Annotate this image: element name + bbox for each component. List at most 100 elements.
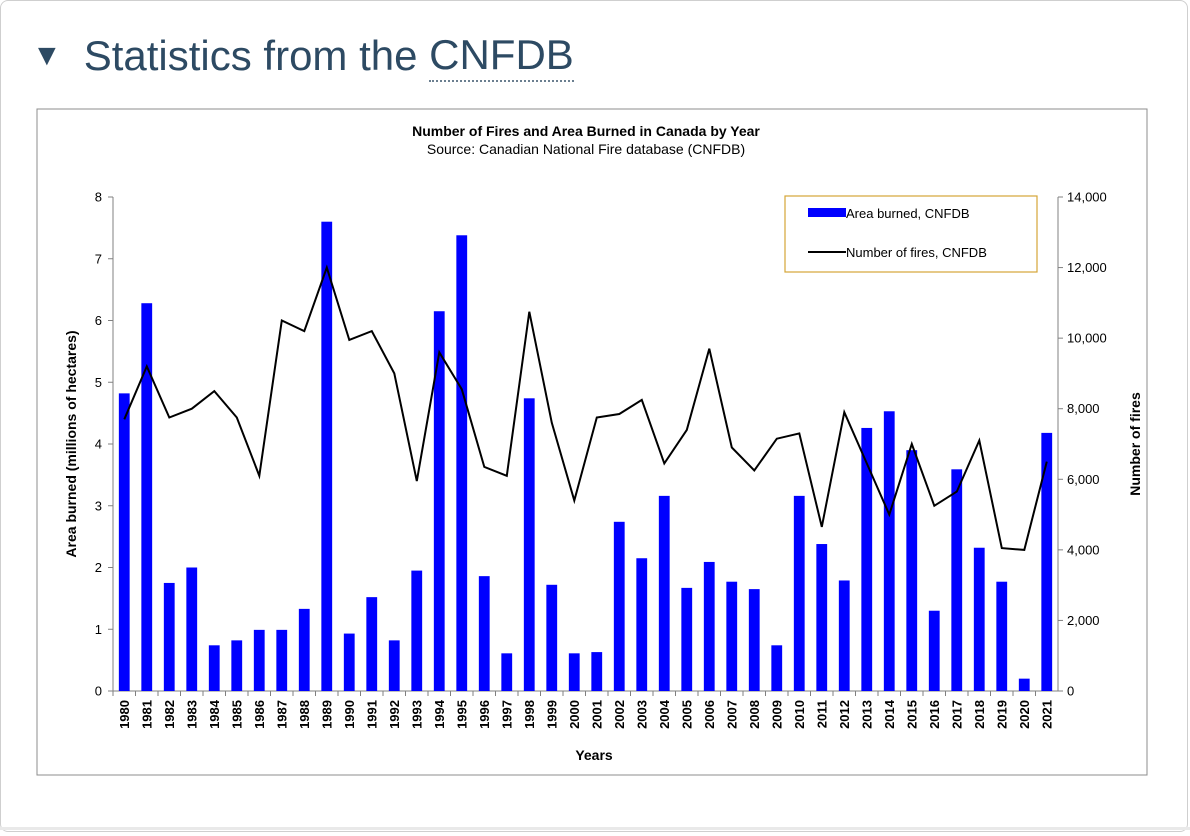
bar bbox=[186, 567, 198, 691]
bar bbox=[343, 633, 355, 691]
bar bbox=[703, 561, 715, 691]
x-tick-label: 2007 bbox=[724, 700, 739, 729]
x-tick-label: 2003 bbox=[634, 700, 649, 729]
x-tick-label: 2001 bbox=[589, 700, 604, 729]
x-tick-label: 1998 bbox=[522, 700, 537, 729]
x-tick-label: 2021 bbox=[1039, 700, 1054, 729]
x-tick-label: 1991 bbox=[364, 700, 379, 729]
bar bbox=[568, 653, 580, 691]
section-header[interactable]: ▼ Statistics from the CNFDB bbox=[32, 26, 574, 86]
x-tick-label: 1989 bbox=[319, 700, 334, 729]
bar bbox=[883, 411, 895, 691]
x-tick-label: 2011 bbox=[814, 700, 829, 728]
y-tick-label-left: 2 bbox=[95, 560, 102, 575]
x-tick-label: 1983 bbox=[184, 700, 199, 729]
y-tick-label-left: 5 bbox=[95, 375, 102, 390]
y-tick-label-left: 8 bbox=[95, 190, 102, 205]
x-tick-label: 2013 bbox=[859, 700, 874, 729]
bar bbox=[861, 427, 873, 691]
bar bbox=[1041, 432, 1053, 691]
x-tick-label: 2016 bbox=[927, 700, 942, 729]
fires-line bbox=[123, 264, 1048, 551]
x-tick-label: 1996 bbox=[477, 700, 492, 729]
x-tick-label: 2000 bbox=[567, 700, 582, 729]
x-tick-label: 2019 bbox=[994, 700, 1009, 729]
y-tick-label-left: 6 bbox=[95, 313, 102, 328]
x-tick-label: 1990 bbox=[342, 700, 357, 729]
bar bbox=[208, 645, 220, 691]
bar bbox=[951, 469, 963, 691]
y-tick-label-right: 14,000 bbox=[1067, 190, 1107, 205]
x-tick-label: 1999 bbox=[544, 700, 559, 729]
triangle-down-icon[interactable]: ▼ bbox=[32, 39, 62, 72]
y-axis-label-left: Area burned (millions of hectares) bbox=[63, 330, 79, 557]
bar bbox=[231, 640, 243, 691]
bar bbox=[658, 495, 670, 691]
y-axis-label-right: Number of fires bbox=[1127, 392, 1143, 496]
bar bbox=[501, 653, 513, 691]
chart-subtitle: Source: Canadian National Fire database … bbox=[427, 141, 745, 157]
y-tick-label-left: 0 bbox=[95, 684, 102, 699]
x-tick-label: 2018 bbox=[972, 700, 987, 729]
x-tick-label: 2017 bbox=[949, 700, 964, 729]
bar bbox=[838, 580, 850, 691]
bar bbox=[298, 608, 310, 691]
x-tick-label: 1988 bbox=[297, 700, 312, 729]
bar bbox=[163, 582, 175, 691]
x-tick-label: 1992 bbox=[387, 700, 402, 729]
x-tick-label: 2004 bbox=[657, 699, 672, 729]
bar bbox=[1018, 678, 1030, 691]
bar bbox=[636, 558, 648, 691]
x-tick-label: 2020 bbox=[1017, 700, 1032, 729]
bar bbox=[456, 235, 468, 691]
bar bbox=[388, 640, 400, 691]
y-tick-label-right: 4,000 bbox=[1067, 542, 1100, 557]
y-tick-label-left: 4 bbox=[95, 437, 102, 452]
x-tick-label: 2015 bbox=[904, 700, 919, 729]
bar bbox=[816, 544, 828, 691]
bar bbox=[523, 398, 535, 691]
x-tick-label: 1997 bbox=[499, 700, 514, 729]
x-tick-label: 2006 bbox=[702, 700, 717, 729]
bar bbox=[928, 610, 940, 691]
x-tick-label: 2010 bbox=[792, 700, 807, 729]
legend-swatch-area bbox=[808, 208, 846, 217]
x-tick-label: 1981 bbox=[139, 700, 154, 729]
legend-label-fires: Number of fires, CNFDB bbox=[846, 245, 987, 260]
bar bbox=[321, 221, 333, 691]
y-tick-label-right: 0 bbox=[1067, 684, 1074, 699]
y-tick-label-right: 10,000 bbox=[1067, 331, 1107, 346]
bar bbox=[433, 311, 445, 691]
bar bbox=[478, 576, 490, 691]
chart-title: Number of Fires and Area Burned in Canad… bbox=[412, 123, 760, 139]
section-title: Statistics from the bbox=[83, 32, 430, 79]
bar bbox=[613, 521, 625, 691]
x-tick-label: 2005 bbox=[679, 700, 694, 729]
bar bbox=[771, 645, 783, 691]
x-tick-label: 1986 bbox=[252, 700, 267, 729]
bar bbox=[996, 581, 1008, 691]
x-tick-label: 2008 bbox=[747, 700, 762, 729]
bar bbox=[748, 589, 760, 691]
y-tick-label-right: 6,000 bbox=[1067, 472, 1100, 487]
bar bbox=[591, 652, 603, 691]
x-tick-label: 2002 bbox=[612, 700, 627, 729]
bar bbox=[793, 495, 805, 691]
x-tick-label: 1995 bbox=[454, 700, 469, 729]
bar bbox=[366, 597, 378, 691]
x-tick-label: 1984 bbox=[207, 699, 222, 729]
x-tick-label: 2012 bbox=[837, 700, 852, 729]
x-axis-label: Years bbox=[575, 747, 613, 763]
legend-label-area: Area burned, CNFDB bbox=[846, 206, 970, 221]
bar bbox=[726, 581, 738, 691]
bar bbox=[253, 629, 265, 691]
bar bbox=[276, 629, 288, 691]
bar bbox=[906, 450, 918, 691]
cnfdb-link[interactable]: CNFDB bbox=[429, 31, 574, 82]
x-tick-label: 1980 bbox=[117, 700, 132, 729]
x-tick-label: 1985 bbox=[229, 700, 244, 729]
bar bbox=[118, 393, 130, 691]
y-tick-label-right: 2,000 bbox=[1067, 613, 1100, 628]
bar bbox=[973, 547, 985, 691]
y-tick-label-right: 12,000 bbox=[1067, 260, 1107, 275]
